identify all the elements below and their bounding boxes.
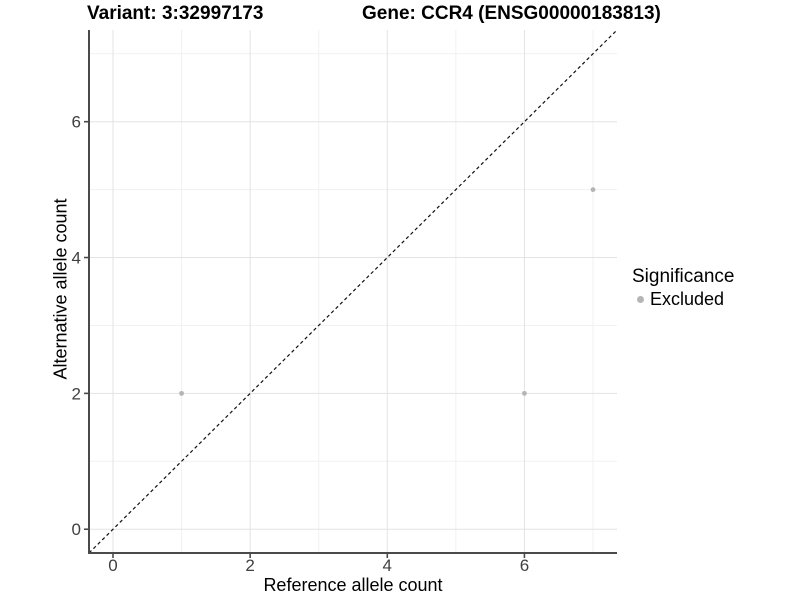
data-point <box>179 390 184 396</box>
y-tick-label: 4 <box>72 249 81 268</box>
x-axis-title: Reference allele count <box>263 575 443 595</box>
legend: Significance Excluded <box>632 266 734 309</box>
legend-title: Significance <box>632 266 735 287</box>
legend-item-label: Excluded <box>650 289 725 309</box>
gene-title: Gene: CCR4 (ENSG00000183813) <box>362 3 661 24</box>
x-tick-label: 4 <box>383 556 392 575</box>
y-tick-label: 6 <box>72 113 81 132</box>
legend-key-dot-icon <box>637 295 644 303</box>
identity-dashed-line <box>88 29 618 554</box>
x-tick-label: 0 <box>108 556 117 575</box>
y-tick-label: 0 <box>72 520 81 539</box>
y-tick-label: 2 <box>72 384 81 403</box>
x-tick-label: 2 <box>245 556 254 575</box>
data-point <box>522 390 527 396</box>
data-point <box>590 187 596 193</box>
y-axis-title: Alternative allele count <box>50 198 71 380</box>
legend-item-excluded: Excluded <box>632 289 734 309</box>
variant-title: Variant: 3:32997173 <box>87 3 264 24</box>
x-tick-label: 6 <box>520 556 529 575</box>
